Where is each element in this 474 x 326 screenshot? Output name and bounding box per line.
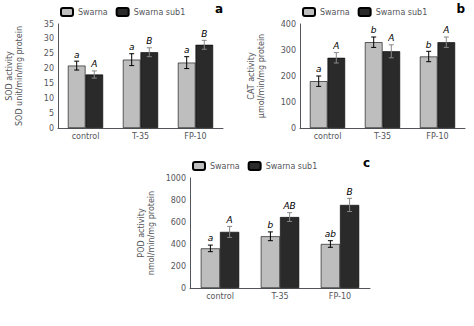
svg-text:control: control [314, 132, 342, 141]
svg-text:μmol/min/mg protein: μmol/min/mg protein [257, 34, 266, 118]
svg-text:A: A [226, 215, 233, 225]
svg-text:200: 200 [281, 72, 296, 81]
svg-text:400: 400 [171, 240, 186, 249]
svg-text:0: 0 [181, 284, 186, 293]
svg-text:FP-10: FP-10 [426, 132, 448, 141]
svg-text:300: 300 [281, 46, 296, 55]
svg-text:b: b [456, 2, 465, 16]
svg-text:35: 35 [44, 20, 54, 29]
svg-text:b: b [268, 220, 274, 230]
svg-text:FP-10: FP-10 [329, 292, 351, 301]
svg-text:FP-10: FP-10 [184, 132, 206, 141]
svg-text:a: a [316, 64, 322, 74]
svg-text:a: a [184, 45, 190, 55]
svg-text:A: A [387, 33, 394, 43]
svg-text:a: a [215, 2, 223, 16]
svg-text:25: 25 [44, 49, 54, 58]
svg-text:600: 600 [171, 218, 186, 227]
svg-text:b: b [426, 40, 432, 50]
svg-text:CAT activity: CAT activity [247, 52, 256, 100]
svg-text:800: 800 [171, 196, 186, 205]
svg-text:15: 15 [44, 79, 54, 88]
svg-text:a: a [208, 233, 214, 243]
svg-text:a: a [129, 42, 135, 52]
svg-text:B: B [201, 29, 207, 39]
svg-text:nmol/min/mg protein: nmol/min/mg protein [147, 191, 156, 275]
svg-text:Swarna sub1: Swarna sub1 [266, 162, 318, 171]
svg-text:30: 30 [44, 34, 54, 43]
svg-text:10: 10 [44, 94, 54, 103]
svg-text:5: 5 [49, 109, 54, 118]
svg-text:control: control [72, 132, 100, 141]
svg-text:Swarna: Swarna [320, 8, 350, 17]
svg-text:Swarna: Swarna [210, 162, 240, 171]
svg-text:Swarna sub1: Swarna sub1 [376, 8, 428, 17]
svg-text:A: A [442, 25, 449, 35]
svg-text:POD activity: POD activity [137, 208, 146, 258]
svg-text:control: control [206, 292, 234, 301]
svg-text:T-35: T-35 [373, 132, 391, 141]
svg-text:B: B [347, 187, 353, 197]
svg-text:A: A [332, 41, 339, 51]
svg-text:200: 200 [171, 262, 186, 271]
svg-text:ab: ab [325, 229, 337, 239]
svg-text:100: 100 [281, 98, 296, 107]
svg-text:1000: 1000 [166, 174, 186, 183]
svg-text:Swarna sub1: Swarna sub1 [134, 8, 186, 17]
svg-text:b: b [371, 25, 377, 35]
svg-text:0: 0 [49, 124, 54, 133]
svg-text:SOD activity: SOD activity [5, 51, 14, 101]
svg-text:SOD unit/min/mg protein: SOD unit/min/mg protein [15, 26, 24, 126]
svg-text:400: 400 [281, 20, 296, 29]
svg-text:c: c [363, 156, 370, 170]
svg-text:Swarna: Swarna [78, 8, 108, 17]
svg-text:T-35: T-35 [270, 292, 288, 301]
svg-text:A: A [90, 59, 97, 69]
svg-text:AB: AB [282, 201, 295, 211]
svg-text:20: 20 [44, 64, 54, 73]
svg-text:B: B [146, 36, 152, 46]
svg-text:T-35: T-35 [131, 132, 149, 141]
svg-text:0: 0 [291, 124, 296, 133]
svg-text:a: a [74, 50, 80, 60]
